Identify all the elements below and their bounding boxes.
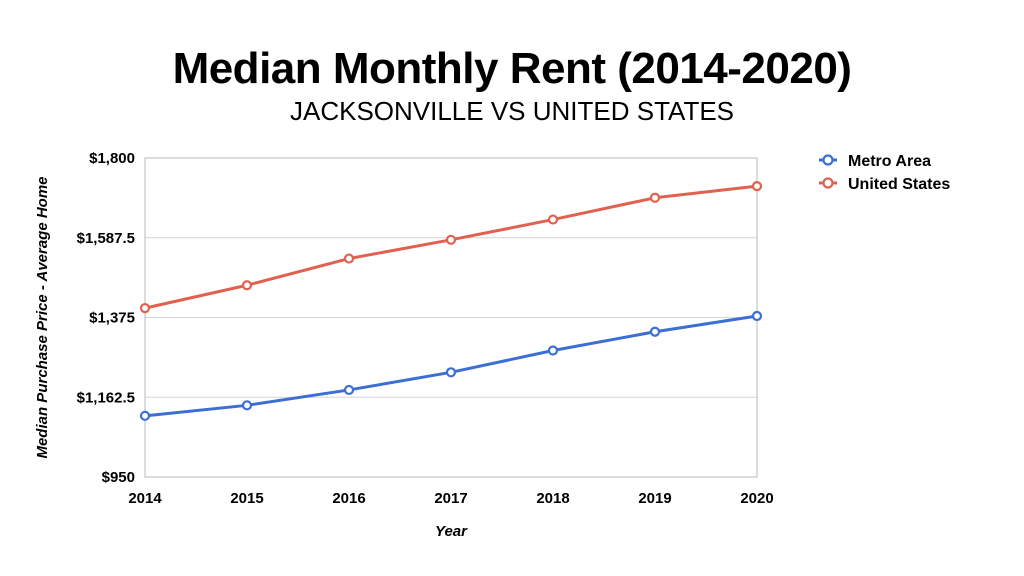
series-line (143, 184, 759, 310)
series-united-states (139, 181, 763, 314)
data-point (343, 384, 355, 396)
x-tick-label: 2016 (332, 490, 365, 507)
data-point (547, 345, 559, 356)
data-point (649, 326, 661, 337)
data-point (445, 367, 457, 378)
y-axis-label: Median Purchase Price - Average Home (34, 176, 51, 458)
y-tick-label: $1,587.5 (77, 230, 135, 247)
data-point (241, 280, 253, 291)
series-line (143, 314, 759, 418)
gridlines (145, 157, 757, 478)
legend-item: Metro Area (819, 153, 931, 170)
y-tick-label: $950 (102, 469, 135, 486)
data-point (649, 192, 661, 203)
data-point (139, 410, 151, 421)
legend-marker (822, 154, 834, 166)
y-tick-label: $1,162.5 (77, 389, 135, 406)
y-tick-label: $1,375 (89, 310, 135, 327)
x-tick-label: 2015 (230, 490, 263, 507)
series-metro-area (139, 310, 763, 421)
chart-subtitle: JACKSONVILLE VS UNITED STATES (289, 96, 735, 126)
legend: Metro Area United States (819, 153, 950, 193)
x-tick-label: 2019 (638, 490, 671, 507)
y-axis-ticks: $950 $1,162.5 $1,375 $1,587.5 $1,800 (77, 150, 135, 486)
data-point (241, 400, 253, 411)
data-point (445, 234, 457, 245)
x-tick-label: 2018 (536, 490, 569, 507)
legend-label: Metro Area (848, 153, 931, 170)
data-point (751, 181, 763, 192)
series-layer (139, 181, 763, 421)
legend-item: United States (819, 176, 950, 193)
y-tick-label: $1,800 (89, 150, 135, 167)
data-point (343, 253, 355, 264)
x-axis-ticks: 2014 2015 2016 2017 2018 2019 2020 (128, 490, 773, 507)
x-tick-label: 2014 (128, 490, 162, 507)
legend-marker (822, 177, 834, 189)
data-point (751, 310, 763, 322)
legend-label: United States (848, 176, 950, 193)
x-tick-label: 2017 (434, 490, 467, 507)
data-point (547, 214, 559, 225)
data-point (139, 303, 151, 314)
x-axis-label: Year (435, 523, 468, 540)
x-tick-label: 2020 (740, 490, 773, 507)
chart-title: Median Monthly Rent (2014-2020) (172, 44, 852, 93)
